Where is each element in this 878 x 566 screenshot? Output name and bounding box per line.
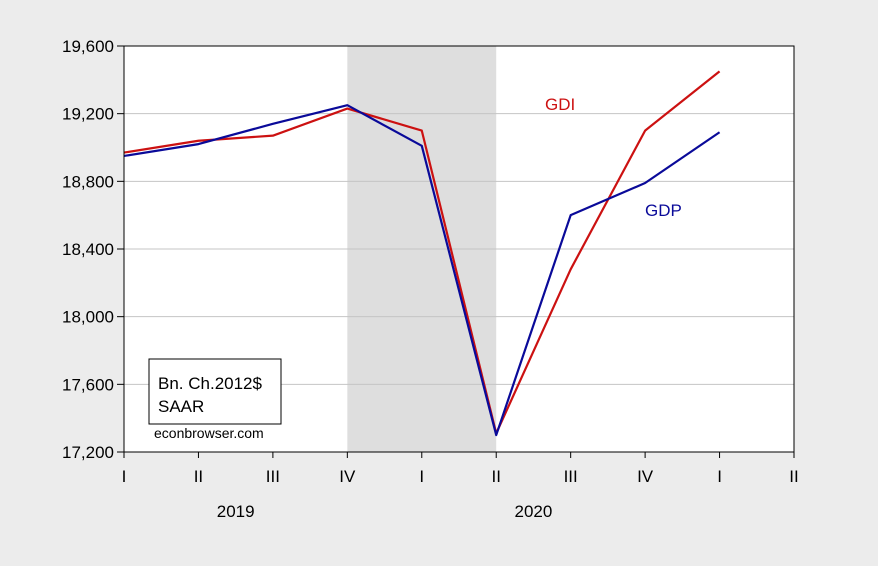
y-tick-label: 18,000 [62, 308, 114, 327]
x-tick-label: IV [637, 467, 654, 486]
y-tick-label: 19,600 [62, 37, 114, 56]
y-axis: 17,200 17,600 18,000 18,400 18,800 19,200 19,6… [62, 37, 124, 462]
series-labels: GDI GDP [545, 95, 682, 220]
x-tick-label: II [491, 467, 500, 486]
x-tick-label: I [122, 467, 127, 486]
x-tick-label: IV [339, 467, 356, 486]
y-tick-label: 17,200 [62, 443, 114, 462]
y-tick-label: 17,600 [62, 375, 114, 394]
x-year-label: 2019 [217, 502, 255, 521]
series-lines [123, 70, 721, 437]
y-tick-label: 18,800 [62, 172, 114, 191]
x-tick-label: I [419, 467, 424, 486]
x-tick-label: III [564, 467, 578, 486]
units-box: Bn. Ch.2012$ SAAR [148, 358, 282, 425]
source-note: econbrowser.com [154, 425, 264, 441]
x-tick-label: II [789, 467, 798, 486]
units-label: Bn. Ch.2012$ [158, 374, 263, 393]
series-line-gdi [123, 70, 721, 435]
y-tick-label: 18,400 [62, 240, 114, 259]
series-line-gdp [123, 104, 721, 437]
y-tick-label: 19,200 [62, 105, 114, 124]
x-tick-label: I [717, 467, 722, 486]
series-label-gdi: GDI [545, 95, 575, 114]
seasonal-adjustment-label: SAAR [158, 397, 204, 416]
x-year-label: 2020 [515, 502, 553, 521]
x-tick-label: III [266, 467, 280, 486]
series-label-gdp: GDP [645, 201, 682, 220]
x-tick-label: II [194, 467, 203, 486]
